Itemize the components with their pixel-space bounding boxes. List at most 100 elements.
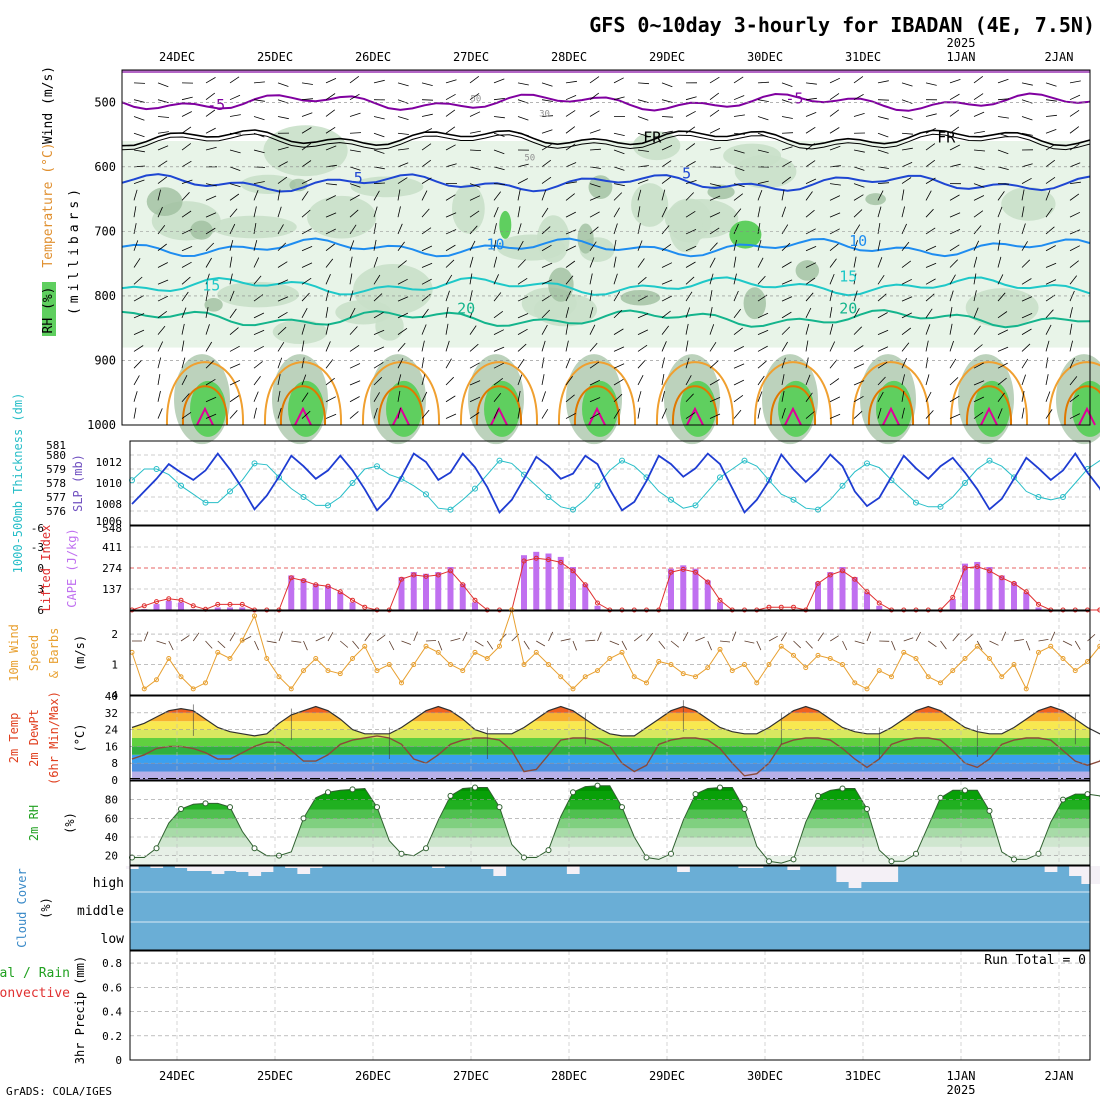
wind-barb <box>421 190 428 201</box>
thickness-marker <box>668 496 674 503</box>
rh-floor <box>130 855 1090 865</box>
wind-barb <box>589 273 593 285</box>
wind-barb <box>1045 189 1051 201</box>
wind-barb <box>1021 390 1025 402</box>
cape-bar <box>1023 592 1030 610</box>
wind-barb <box>541 340 546 352</box>
cape-bar <box>668 568 674 610</box>
wind-barb <box>1069 126 1080 134</box>
wind-barb <box>733 223 739 235</box>
cape-bar <box>998 575 1005 610</box>
wind-barb <box>397 162 409 168</box>
wind-barb <box>973 75 984 84</box>
rh-band <box>132 799 1090 810</box>
wind-barb <box>157 206 163 218</box>
rh-marker <box>1011 856 1017 863</box>
wind-barb <box>277 146 289 151</box>
wind-barb <box>469 225 478 235</box>
wind-barb <box>493 362 504 369</box>
wind-barb <box>781 296 793 302</box>
thickness-marker <box>913 499 919 506</box>
wind-barb-10m <box>437 640 443 651</box>
wind-barb <box>949 229 961 235</box>
lifted-index-marker <box>668 569 674 575</box>
wind-barb-10m <box>609 640 620 646</box>
wind-barb-10m <box>1025 640 1031 651</box>
wind-barb <box>301 292 310 302</box>
rh-shade-patch <box>668 200 703 253</box>
wind-barb <box>277 357 283 369</box>
wind-barb-10m <box>1050 631 1056 642</box>
wind-barb <box>877 361 888 369</box>
rh-marker <box>888 858 895 865</box>
wind-barb <box>349 363 361 369</box>
isotherm-35-contour <box>588 406 606 426</box>
wind-barb-10m <box>192 632 200 642</box>
high-cloud-gap <box>481 866 494 869</box>
wind-barb <box>997 223 1001 235</box>
temp-tick-label: 40 <box>105 690 118 703</box>
wind-barb <box>541 262 553 268</box>
dewpoint-line <box>131 735 1100 777</box>
wind-barb <box>973 344 983 352</box>
wind-barb <box>157 116 170 118</box>
wind-barb <box>877 391 884 402</box>
wind-barb <box>829 109 840 117</box>
wind-barb <box>901 132 914 135</box>
wind-barb <box>181 192 190 201</box>
wind-speed-marker <box>301 668 306 674</box>
wind-barb-10m <box>536 640 546 647</box>
wind-barb <box>1045 207 1053 218</box>
wind-barb <box>949 306 953 318</box>
wind-barb <box>637 329 649 335</box>
top-date-label: 31DEC <box>845 50 881 64</box>
wind-barb <box>733 114 745 117</box>
cape-bar <box>717 602 723 610</box>
wind-barb <box>1069 80 1081 84</box>
wind-barb <box>493 206 499 218</box>
wind-barb-10m <box>1087 634 1096 642</box>
wind-barb <box>205 212 217 218</box>
rh-tick-label: 80 <box>105 794 118 807</box>
wind-barb <box>421 177 432 184</box>
high-cloud-gap <box>836 866 850 882</box>
top-date-label: 2JAN <box>1045 50 1074 64</box>
cape-bar <box>521 555 527 610</box>
wind-barb <box>517 163 529 168</box>
wind-barb <box>925 340 929 352</box>
high-cloud-gap <box>848 866 862 888</box>
wind-barb <box>349 273 353 285</box>
wind-barb <box>469 210 480 218</box>
rh-shade-patch <box>211 215 297 239</box>
wind-speed-marker <box>815 652 821 658</box>
lifted-index-marker <box>582 582 588 588</box>
wind-barb <box>877 132 889 138</box>
wind-barb <box>829 359 838 369</box>
wind-barb <box>253 275 262 285</box>
wind-barb <box>925 391 932 402</box>
lifted-index-marker <box>178 597 184 603</box>
wind-barb <box>541 129 553 134</box>
run-total-label: Run Total = 0 <box>984 953 1086 968</box>
wind-barb <box>805 112 817 117</box>
wind-barb <box>301 98 314 101</box>
wind-barb <box>493 132 505 137</box>
wind-barb <box>925 357 929 369</box>
wind-speed-marker <box>521 662 527 668</box>
wind-barb <box>613 149 625 155</box>
upper-air-frame <box>121 69 1091 426</box>
lifted-index-marker <box>705 579 711 585</box>
wind-barb-10m <box>376 634 386 642</box>
wind-speed-marker <box>876 668 882 674</box>
thickness-tick-label: 579 <box>46 463 66 476</box>
rh-marker <box>153 845 160 852</box>
wind-barb <box>925 227 936 235</box>
lifted-index-marker <box>350 597 355 603</box>
wind-barb <box>469 256 474 268</box>
isotherm-line <box>121 133 1091 151</box>
wind-barb <box>181 228 193 235</box>
wind-barb <box>973 380 985 386</box>
wind-panel-frame <box>129 610 1091 696</box>
wind-barb <box>373 256 378 268</box>
rh-shade-patch <box>204 298 223 312</box>
